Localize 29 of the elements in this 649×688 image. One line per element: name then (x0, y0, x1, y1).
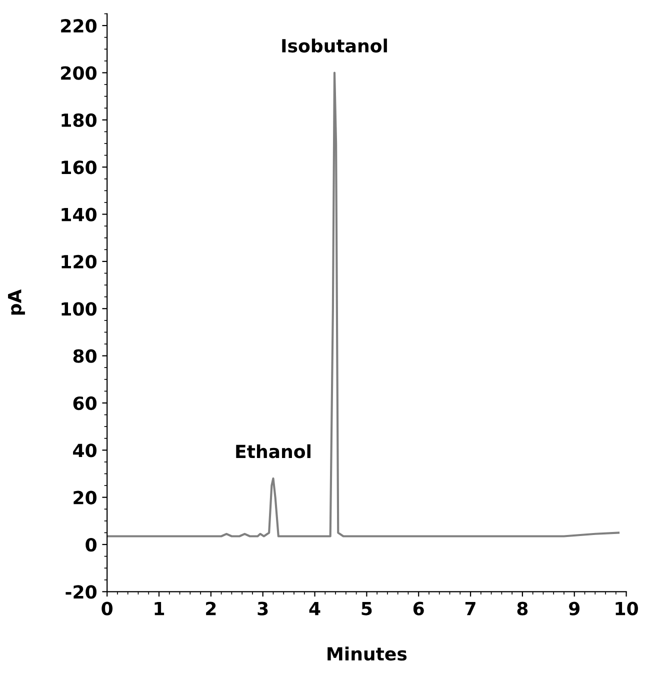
line-series (107, 72, 620, 538)
x-tick-label: 8 (517, 602, 528, 616)
y-tick-label: 140 (62, 208, 96, 222)
x-tick-label: 4 (309, 602, 320, 616)
y-tick-label: 100 (62, 302, 96, 316)
y-axis-title: pA (8, 289, 25, 315)
x-tick-label: 0 (102, 602, 113, 616)
x-tick-label: 6 (413, 602, 424, 616)
y-tick-label: 60 (73, 396, 96, 410)
x-tick-label: 2 (206, 602, 216, 616)
y-tick-label: 0 (86, 538, 96, 552)
y-tick-label: -20 (66, 585, 96, 599)
y-tick-label: 160 (62, 160, 96, 174)
x-tick-label: 9 (569, 602, 580, 616)
y-tick-label: 80 (73, 349, 96, 363)
y-tick-label: 220 (61, 19, 96, 33)
annotation: Isobutanol (282, 38, 387, 53)
x-tick-label: 7 (465, 602, 476, 616)
x-tick-label: 3 (258, 602, 268, 616)
annotation: Ethanol (236, 444, 310, 458)
x-tick-label: 1 (154, 602, 164, 616)
y-tick-label: 200 (61, 66, 96, 80)
x-axis-title: Minutes (328, 646, 407, 661)
x-tick-label: 5 (362, 602, 372, 616)
x-tick-label: 10 (616, 602, 638, 616)
y-tick-label: 40 (73, 444, 96, 458)
y-tick-label: 120 (62, 254, 96, 269)
y-tick-label: 20 (74, 490, 96, 504)
y-tick-label: 180 (62, 113, 96, 128)
